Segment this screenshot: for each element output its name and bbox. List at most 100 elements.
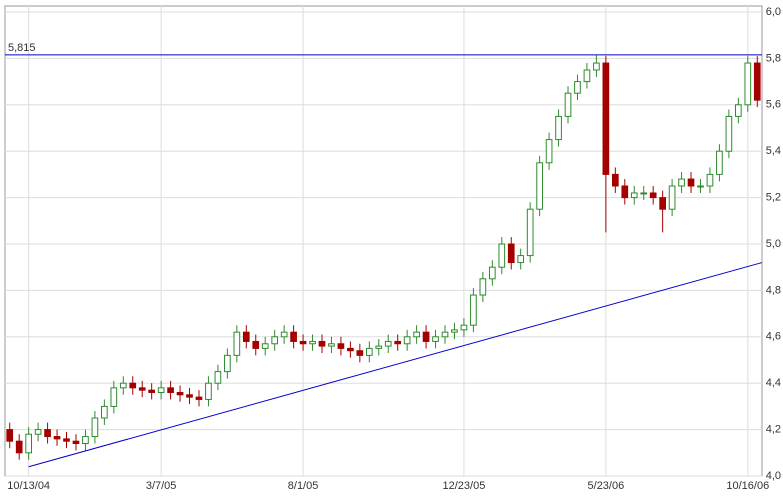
candle-body (214, 371, 222, 384)
candle-body (384, 340, 392, 347)
candle-body (630, 192, 638, 199)
candle-body (697, 185, 704, 188)
candle-body (470, 294, 477, 326)
plot-frame (4, 5, 763, 477)
candle-body (299, 340, 307, 345)
candle-body (119, 382, 127, 389)
candle-body (611, 173, 619, 187)
candle-body (138, 387, 146, 391)
candle-body (507, 243, 515, 264)
candle-body (621, 185, 629, 199)
candle-body (602, 62, 610, 175)
candle-body (91, 417, 99, 438)
candle-body (224, 354, 231, 373)
candle-body (261, 343, 269, 349)
candle-body (536, 162, 543, 210)
x-tick-label: 8/1/05 (288, 480, 319, 492)
candle-body (252, 340, 260, 349)
candle-body (574, 81, 581, 94)
candle-body (82, 436, 89, 445)
candle-body (744, 62, 752, 106)
candle-body (564, 92, 572, 117)
candle-body (716, 150, 723, 175)
candle-body (725, 115, 733, 152)
candle-body (186, 394, 193, 398)
y-tick-label: 6,0 (766, 6, 781, 18)
candle-body (413, 331, 420, 338)
candle-body (280, 331, 288, 338)
resistance-label: 5,815 (8, 42, 36, 54)
candle-body (347, 347, 354, 352)
candle-body (394, 340, 402, 345)
candle-body (129, 382, 137, 389)
y-tick-label: 4,2 (766, 424, 781, 436)
candle-body (545, 139, 553, 164)
candle-body (176, 391, 184, 396)
y-tick-label: 4,8 (766, 284, 781, 296)
candle-body (195, 396, 203, 400)
candle-body (337, 343, 345, 349)
candle-body (101, 405, 108, 419)
candle-body (526, 208, 534, 257)
y-tick-label: 5,2 (766, 192, 781, 204)
candle-body (44, 429, 51, 438)
x-tick-label: 12/23/05 (443, 480, 486, 492)
candle-body (706, 173, 714, 187)
candle-body (403, 336, 411, 345)
candle-body (432, 336, 439, 342)
candle-body (460, 324, 468, 331)
candle-body (356, 350, 364, 356)
candle-body (148, 389, 156, 393)
y-tick-label: 5,8 (766, 52, 781, 64)
candle-body (517, 255, 525, 264)
candle-body (34, 429, 42, 435)
candle-body (365, 347, 373, 356)
candle-body (593, 62, 600, 71)
candle-body (659, 197, 666, 210)
candle-body (309, 340, 316, 345)
candle-body (441, 331, 449, 338)
candle-body (157, 387, 165, 393)
y-tick-label: 4,4 (766, 377, 781, 389)
y-tick-label: 5,4 (766, 145, 781, 157)
candle-body (53, 436, 61, 440)
candle-body (451, 329, 458, 333)
x-tick-label: 10/13/04 (7, 480, 50, 492)
candle-body (205, 382, 212, 400)
candle-body (735, 104, 742, 117)
candle-body (753, 62, 761, 101)
candle-body (6, 429, 14, 442)
candle-body (25, 433, 32, 454)
candle-body (15, 440, 23, 454)
candle-body (318, 340, 326, 347)
candle-body (233, 331, 241, 356)
candle-body (110, 387, 118, 407)
candle-body (488, 266, 496, 280)
candle-body (640, 192, 648, 195)
candle-body (555, 115, 562, 141)
y-tick-label: 4,6 (766, 331, 781, 343)
x-tick-label: 3/7/05 (146, 480, 177, 492)
candle-body (583, 69, 591, 83)
candle-body (668, 185, 676, 210)
candle-body (375, 345, 383, 349)
candle-body (649, 192, 657, 199)
candle-body (72, 440, 80, 445)
candle-body (167, 387, 174, 393)
candle-body (687, 178, 695, 187)
y-tick-label: 5,6 (766, 99, 781, 111)
candle-body (271, 336, 279, 345)
candle-body (498, 243, 506, 268)
trend-line (28, 262, 763, 468)
candle-body (242, 331, 250, 342)
y-tick-label: 5,0 (766, 238, 781, 250)
candle-body (290, 331, 297, 342)
x-tick-label: 5/23/06 (588, 480, 625, 492)
candle-body (678, 178, 685, 187)
candle-body (328, 343, 335, 347)
candle-body (63, 438, 70, 442)
candle-body (422, 331, 430, 342)
x-tick-label: 10/16/06 (726, 480, 769, 492)
candle-body (479, 278, 487, 296)
